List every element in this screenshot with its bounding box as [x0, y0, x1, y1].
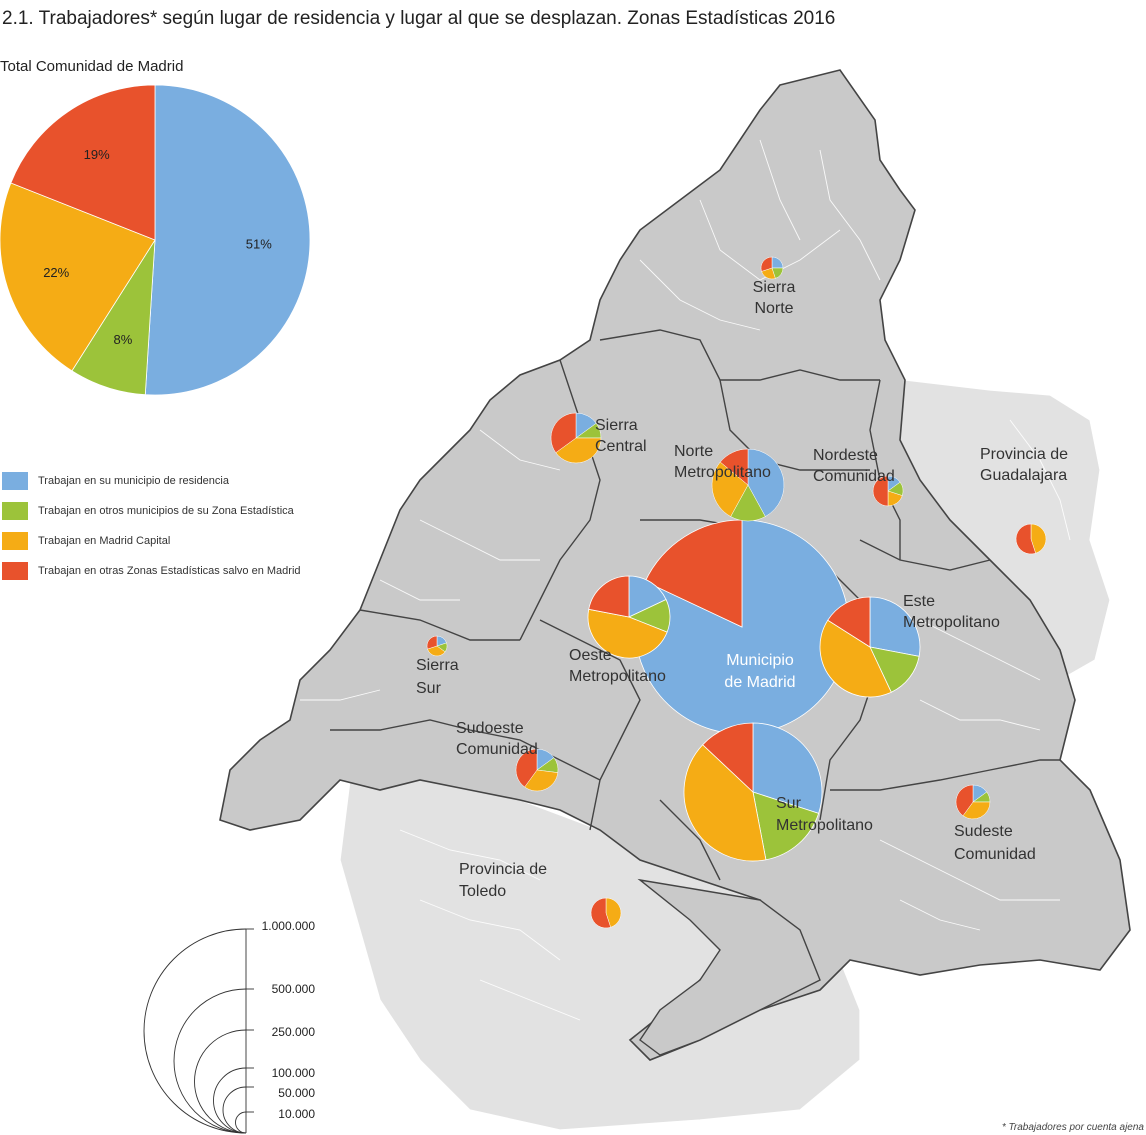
zone-label-nordeste-comunidad: Nordeste Comunidad [813, 447, 895, 485]
size-scale-circle [143, 928, 247, 1134]
size-scale-label: 10.000 [278, 1107, 315, 1121]
zone-pie [590, 897, 622, 929]
zone-pie-slice [827, 596, 871, 648]
size-scale-circle [235, 1111, 247, 1134]
footnote: * Trabajadores por cuenta ajena [1001, 1122, 1144, 1133]
zone-labels: Sierra Norte Sierra Central Norte Metropoli… [416, 279, 1068, 900]
zone-pie [587, 575, 671, 659]
zone-label-sierra-sur: Sierra Sur [416, 657, 459, 697]
zone-pie-slice [955, 784, 974, 817]
size-scale-label: 500.000 [272, 982, 316, 996]
zone-label-norte-metropolitano: Norte Metropolitano [674, 443, 771, 481]
size-scale-label: 100.000 [272, 1066, 316, 1080]
total-pie-slice [10, 84, 156, 241]
zone-pie-slice [711, 461, 749, 517]
zone-pie-slice [752, 791, 820, 861]
zone-pie-slice [962, 801, 991, 820]
page-title: 2.1. Trabajadores* según lugar de reside… [2, 8, 836, 29]
size-scale-circle [173, 988, 247, 1134]
zone-pie-slice [515, 748, 538, 788]
zone-pie [872, 475, 904, 507]
total-pie-data-label: 19% [84, 147, 110, 162]
total-pie-slice [144, 84, 311, 396]
zone-pie [550, 412, 602, 464]
zone-pie-slice [427, 645, 446, 657]
zone-pie-slice [872, 475, 889, 507]
legend-item: Trabajan en Madrid Capital [2, 526, 301, 556]
legend: Trabajan en su municipio de residencia T… [2, 466, 301, 586]
zone-pie-slice [590, 897, 611, 929]
zone-pie-slice [426, 635, 438, 650]
zone-pie [1015, 523, 1047, 555]
zone-label-provincia-guadalajara: Provincia de Guadalajara [980, 446, 1068, 484]
total-pie-slice [0, 182, 156, 372]
total-pie-data-label: 8% [114, 332, 133, 347]
zone-pie-slice [869, 596, 921, 657]
total-pie-chart: 51% 8% 22% 19% [0, 84, 311, 396]
zone-pie-slice [819, 619, 892, 698]
size-scale-legend: 1.000.000 500.000 250.000 100.000 50.000 10.0… [143, 919, 316, 1134]
municipal-borders [300, 139, 1071, 1021]
zone-pie-slice [683, 744, 767, 862]
zone-pie-slice [524, 769, 559, 792]
zone-pie-slice [1015, 523, 1036, 555]
zone-pie [634, 519, 850, 735]
size-scale-circle [222, 1086, 247, 1134]
zone-label-sierra-norte: Sierra Norte [753, 279, 796, 317]
size-scale-label: 250.000 [272, 1025, 316, 1039]
zone-label-este-metropolitano: Este Metropolitano [903, 593, 1000, 631]
legend-swatch-yellow [2, 532, 28, 550]
legend-item: Trabajan en su municipio de residencia [2, 466, 301, 496]
size-scale-label: 50.000 [278, 1086, 315, 1100]
total-pie-data-label: 22% [43, 265, 69, 280]
zone-pie-slice [605, 897, 622, 928]
zone-label-sudeste-comunidad: Sudeste Comunidad [954, 823, 1036, 863]
total-pie-data-label: 51% [246, 236, 272, 251]
size-scale-circle [194, 1029, 247, 1134]
zone-pie-slice [702, 722, 754, 793]
zone-pie-slice [752, 722, 823, 814]
zone-pie [955, 784, 991, 820]
legend-swatch-red [2, 562, 28, 580]
zone-pie-slice [628, 575, 667, 618]
size-scale-label: 1.000.000 [262, 919, 316, 933]
legend-label: Trabajan en otros municipios de su Zona … [38, 505, 294, 517]
zone-pie-slice [760, 256, 773, 272]
legend-swatch-green [2, 502, 28, 520]
zone-pie-slice [550, 412, 577, 454]
size-scale-circle [213, 1067, 247, 1134]
zone-label-provincia-toledo: Provincia de Toledo [459, 861, 547, 900]
legend-item: Trabajan en otras Zonas Estadísticas sal… [2, 556, 301, 586]
legend-label: Trabajan en otras Zonas Estadísticas sal… [38, 565, 301, 577]
zone-pie [426, 635, 448, 657]
legend-label: Trabajan en Madrid Capital [38, 535, 171, 547]
zone-pie-slice [644, 519, 743, 628]
zone-label-sudoeste-comunidad: Sudoeste Comunidad [456, 720, 538, 758]
zone-label-sur-metropolitano: Sur Metropolitano [776, 795, 873, 834]
legend-swatch-blue [2, 472, 28, 490]
total-pie-title: Total Comunidad de Madrid [0, 58, 184, 75]
zone-label-oeste-metropolitano: Oeste Metropolitano [569, 647, 666, 685]
zone-pie [819, 596, 921, 698]
zone-pies [426, 256, 1047, 929]
zone-pie-slice [719, 448, 749, 486]
zone-pie-slice [588, 575, 630, 618]
zone-pie-slice [587, 608, 668, 659]
zone-pie-slice [747, 448, 785, 517]
zone-label-municipio-madrid: Municipio de Madrid [724, 652, 795, 691]
zone-label-sierra-central: Sierra Central [595, 417, 647, 455]
zone-pie-slice [1030, 523, 1047, 554]
legend-label: Trabajan en su municipio de residencia [38, 475, 229, 487]
zone-pie-slice [555, 437, 602, 464]
zone-pie [711, 448, 785, 522]
legend-item: Trabajan en otros municipios de su Zona … [2, 496, 301, 526]
zone-pie [760, 256, 784, 280]
zone-pie [515, 748, 559, 792]
zone-pie [683, 722, 823, 862]
